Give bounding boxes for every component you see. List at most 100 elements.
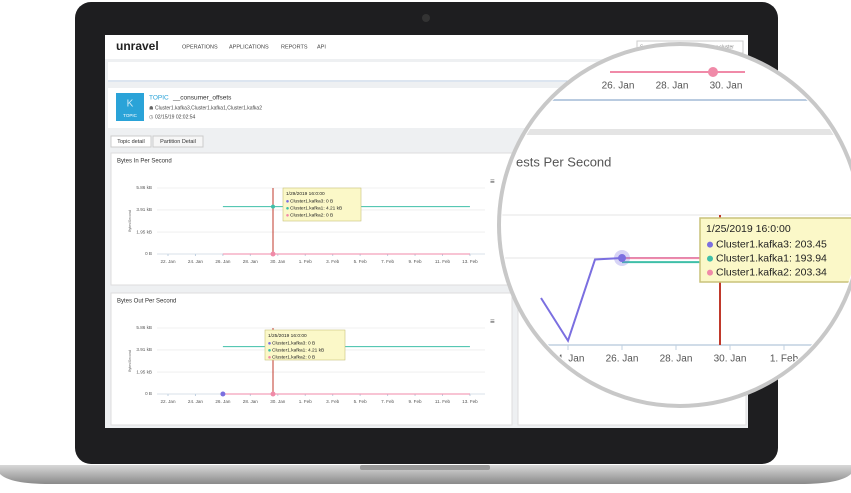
- y-tick-label: 3.91 kB: [136, 347, 152, 352]
- tooltip-line: Cluster1.kafka1: 193.94: [716, 252, 827, 264]
- chart-title: Bytes Out Per Second: [117, 299, 176, 305]
- x-tick-label: 30. Jan: [270, 259, 286, 264]
- tab[interactable]: [110, 135, 152, 148]
- laptop-base: [0, 465, 851, 484]
- x-tick-label: 1. Feb: [770, 354, 799, 365]
- tooltip-line: Cluster1.kafka2: 203.34: [716, 266, 827, 278]
- hover-point: [270, 251, 276, 257]
- x-tick-label: 28. Jan: [243, 399, 259, 404]
- y-tick-label: 0 B: [145, 251, 152, 256]
- tab-label: Partition Detail: [160, 139, 196, 145]
- chart-title: Bytes In Per Second: [117, 159, 172, 165]
- tooltip-line: Cluster1.kafka2: 0 B: [290, 213, 333, 219]
- topic-kind: TOPIC: [149, 95, 169, 102]
- x-tick-label: 1. Feb: [299, 259, 312, 264]
- laptop-notch: [360, 465, 490, 470]
- chart-title: ests Per Second: [516, 154, 611, 169]
- x-tick-label: 28. Jan: [660, 354, 693, 365]
- cluster-icon: ☗: [149, 105, 154, 111]
- strip-x-tick-label: 28. Jan: [656, 81, 689, 92]
- x-tick-label: 7. Feb: [381, 399, 394, 404]
- x-tick-label: 1. Feb: [299, 399, 312, 404]
- menu-icon: ≡: [490, 177, 495, 186]
- x-tick-label: 30. Jan: [270, 399, 286, 404]
- hover-point: [270, 391, 276, 397]
- strip-x-tick-label: 26. Jan: [602, 81, 635, 92]
- y-axis-label: Bytes/Second: [128, 350, 132, 372]
- x-tick-label: 13. Feb: [462, 399, 478, 404]
- x-tick-label: 24. Jan: [552, 354, 585, 365]
- x-tick-label: 26. Jan: [215, 259, 231, 264]
- tooltip-bullet: [286, 207, 289, 210]
- y-tick-label: 3.91 kB: [136, 207, 152, 212]
- tooltip-bullet: [286, 214, 289, 217]
- x-tick-label: 24. Jan: [188, 259, 204, 264]
- tooltip-line: Cluster1.kafka3: 203.45: [716, 238, 827, 250]
- tooltip: [282, 187, 362, 222]
- tooltip-line: Cluster1.kafka1: 4.21 kB: [290, 206, 342, 212]
- x-tick-label: 24. Jan: [188, 399, 204, 404]
- hover-point: [618, 254, 626, 263]
- x-tick-label: 11. Feb: [435, 399, 451, 404]
- tooltip-title: 1/25/2019 16:0:00: [268, 333, 307, 339]
- tooltip: [699, 217, 851, 283]
- x-tick-label: 5. Feb: [354, 259, 367, 264]
- x-tick-label: 22. Jan: [160, 399, 176, 404]
- nav-item[interactable]: API: [317, 44, 326, 50]
- strip-x-tick-label: 30. Jan: [710, 81, 743, 92]
- tooltip-bullet: [268, 356, 271, 359]
- tooltip-bullet: [707, 241, 713, 248]
- x-tick-label: 30. Jan: [714, 354, 747, 365]
- topic-icon: [116, 93, 144, 121]
- menu-icon: ≡: [490, 317, 495, 326]
- tooltip-bullet: [707, 269, 713, 276]
- tab-label: Topic detail: [117, 139, 145, 145]
- icon-letter: K: [127, 99, 134, 110]
- tooltip-line: Cluster1.kafka3: 0 B: [290, 199, 333, 205]
- y-tick-label: 5.86 kB: [136, 185, 152, 190]
- x-tick-label: 22. Jan: [160, 259, 176, 264]
- y-tick-label: 5.86 kB: [136, 325, 152, 330]
- topic-timestamp: 02/15/19 02:02:54: [155, 114, 196, 120]
- camera: [422, 14, 430, 22]
- tooltip: [264, 329, 346, 361]
- tooltip-line: Cluster1.kafka3: 0 B: [272, 341, 315, 347]
- x-tick-label: 7. Feb: [381, 259, 394, 264]
- lens-strip-point: [708, 67, 718, 77]
- y-tick-label: 1.95 kB: [136, 229, 152, 234]
- x-tick-label: 9. Feb: [409, 399, 422, 404]
- tooltip-bullet: [268, 342, 271, 345]
- x-tick-label: 26. Jan: [215, 399, 231, 404]
- x-tick-label: 28. Jan: [243, 259, 259, 264]
- x-tick-label: 9. Feb: [409, 259, 422, 264]
- x-tick-label: 5. Feb: [354, 399, 367, 404]
- y-tick-label: 0 B: [145, 391, 152, 396]
- topic-name: __consumer_offsets: [172, 95, 232, 102]
- clock-icon: ◷: [149, 114, 154, 120]
- tooltip-title: 1/25/2019 16:0:00: [706, 223, 791, 235]
- tooltip-title: 1/29/2019 16:0:00: [286, 191, 325, 197]
- hover-point: [271, 204, 275, 209]
- x-tick-label: 26. Jan: [606, 354, 639, 365]
- nav-item[interactable]: OPERATIONS: [182, 44, 218, 50]
- tooltip-bullet: [286, 200, 289, 203]
- icon-label: TOPIC: [123, 113, 137, 118]
- y-axis-label: Bytes/Second: [128, 210, 132, 232]
- x-tick-label: 3. Feb: [326, 259, 339, 264]
- nav-item[interactable]: REPORTS: [281, 44, 308, 50]
- tooltip-line: Cluster1.kafka2: 0 B: [272, 355, 315, 361]
- topic-clusters: Cluster1.kafka3,Cluster1.kafka1,Cluster1…: [155, 105, 262, 111]
- logo[interactable]: unravel: [116, 39, 159, 53]
- tab[interactable]: [152, 135, 204, 148]
- tooltip-bullet: [268, 349, 271, 352]
- x-tick-label: 3. Feb: [326, 399, 339, 404]
- hover-point: [220, 391, 226, 397]
- y-tick-label: 1.95 kB: [136, 369, 152, 374]
- tooltip-line: Cluster1.kafka1: 4.21 kB: [272, 348, 324, 354]
- nav-item[interactable]: APPLICATIONS: [229, 44, 269, 50]
- tooltip-bullet: [707, 255, 713, 262]
- x-tick-label: 13. Feb: [462, 259, 478, 264]
- x-tick-label: 11. Feb: [435, 259, 451, 264]
